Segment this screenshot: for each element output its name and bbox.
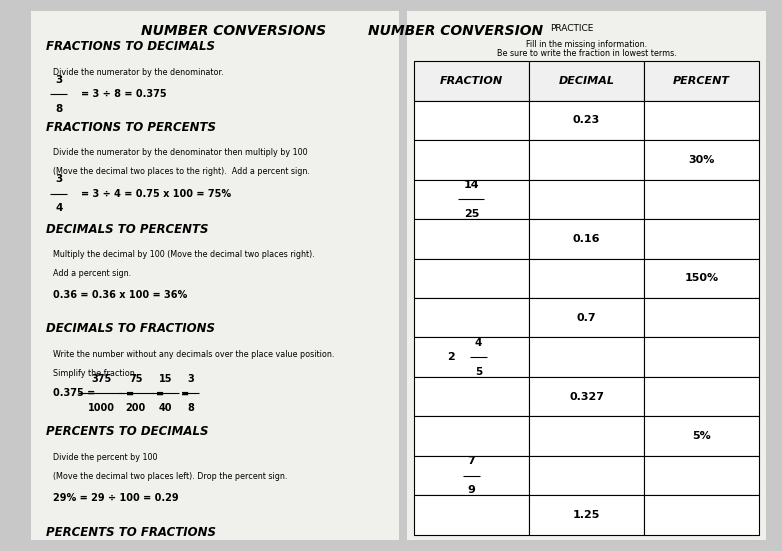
Text: (Move the decimal two places left). Drop the percent sign.: (Move the decimal two places left). Drop… [53, 472, 288, 480]
Text: Multiply the decimal by 100 (Move the decimal two places right).: Multiply the decimal by 100 (Move the de… [53, 250, 315, 259]
Text: = 3 ÷ 4 = 0.75 x 100 = 75%: = 3 ÷ 4 = 0.75 x 100 = 75% [81, 188, 231, 198]
Bar [529, 495, 644, 534]
Bar [644, 180, 759, 219]
Text: FRACTION: FRACTION [439, 76, 503, 86]
Text: Be sure to write the fraction in lowest terms.: Be sure to write the fraction in lowest … [497, 49, 676, 58]
Text: 4: 4 [56, 203, 63, 213]
Text: 200: 200 [126, 403, 145, 413]
Bar [644, 140, 759, 180]
Text: 8: 8 [56, 104, 63, 114]
Text: 14: 14 [464, 180, 479, 190]
Text: 30%: 30% [688, 155, 715, 165]
Bar [644, 495, 759, 534]
Text: 0.7: 0.7 [576, 313, 597, 323]
Text: DECIMALS TO PERCENTS: DECIMALS TO PERCENTS [46, 223, 209, 236]
Text: 40: 40 [159, 403, 172, 413]
Text: Divide the percent by 100: Divide the percent by 100 [53, 453, 158, 462]
Text: 15: 15 [159, 374, 172, 384]
Text: 5: 5 [475, 366, 482, 377]
Bar [414, 495, 529, 534]
Bar [529, 298, 644, 337]
Text: 8: 8 [187, 403, 194, 413]
Bar [529, 219, 644, 258]
Text: 0.16: 0.16 [572, 234, 601, 244]
Bar [644, 258, 759, 298]
Text: 3: 3 [187, 374, 194, 384]
Text: FRACTIONS TO PERCENTS: FRACTIONS TO PERCENTS [46, 121, 216, 133]
Text: =: = [156, 388, 164, 398]
Text: Simplify the fraction.: Simplify the fraction. [53, 369, 138, 377]
Text: Add a percent sign.: Add a percent sign. [53, 269, 131, 278]
Bar [529, 456, 644, 495]
Text: Fill in the missing information.: Fill in the missing information. [526, 40, 647, 48]
Text: 9: 9 [468, 485, 475, 495]
Text: 75: 75 [129, 374, 142, 384]
Bar [414, 140, 529, 180]
Text: DECIMALS TO FRACTIONS: DECIMALS TO FRACTIONS [46, 322, 215, 335]
Bar [414, 298, 529, 337]
Text: = 3 ÷ 8 = 0.375: = 3 ÷ 8 = 0.375 [81, 89, 167, 99]
Text: 25: 25 [464, 209, 479, 219]
Bar [414, 258, 529, 298]
Bar [529, 417, 644, 456]
Text: FRACTIONS TO DECIMALS: FRACTIONS TO DECIMALS [46, 40, 215, 53]
Bar [644, 298, 759, 337]
Text: NUMBER CONVERSION: NUMBER CONVERSION [368, 24, 543, 38]
Text: 2: 2 [447, 352, 455, 362]
Text: Divide the numerator by the denominator.: Divide the numerator by the denominator. [53, 68, 224, 77]
Text: 0.327: 0.327 [569, 392, 604, 402]
Bar [529, 180, 644, 219]
Bar [644, 101, 759, 140]
Bar [644, 377, 759, 417]
Bar [529, 101, 644, 140]
Bar [644, 61, 759, 101]
Bar [529, 258, 644, 298]
Text: Write the number without any decimals over the place value position.: Write the number without any decimals ov… [53, 349, 335, 359]
Bar [414, 219, 529, 258]
Bar [529, 140, 644, 180]
Text: 29% = 29 ÷ 100 = 0.29: 29% = 29 ÷ 100 = 0.29 [53, 493, 179, 503]
Bar [644, 417, 759, 456]
Text: DECIMAL: DECIMAL [558, 76, 615, 86]
Text: PERCENTS TO DECIMALS: PERCENTS TO DECIMALS [46, 425, 209, 438]
Text: 0.36 = 0.36 x 100 = 36%: 0.36 = 0.36 x 100 = 36% [53, 290, 188, 300]
Text: 4: 4 [475, 338, 482, 348]
Bar [644, 456, 759, 495]
Text: PERCENTS TO FRACTIONS: PERCENTS TO FRACTIONS [46, 526, 216, 539]
Text: 5%: 5% [692, 431, 711, 441]
Bar [414, 101, 529, 140]
Text: 1.25: 1.25 [572, 510, 601, 520]
Bar [414, 456, 529, 495]
Text: 0.375 =: 0.375 = [53, 388, 99, 398]
Text: 7: 7 [468, 456, 475, 466]
Text: PERCENT: PERCENT [673, 76, 730, 86]
Text: NUMBER CONVERSIONS: NUMBER CONVERSIONS [141, 24, 326, 38]
Bar [414, 337, 529, 377]
Text: 375: 375 [91, 374, 111, 384]
Text: 3: 3 [56, 174, 63, 184]
Bar [414, 377, 529, 417]
Text: Divide the numerator by the denominator then multiply by 100: Divide the numerator by the denominator … [53, 148, 308, 157]
Text: 150%: 150% [684, 273, 719, 283]
Bar [414, 61, 529, 101]
Text: (Move the decimal two places to the right).  Add a percent sign.: (Move the decimal two places to the righ… [53, 167, 310, 176]
Text: =: = [127, 388, 135, 398]
Bar [644, 219, 759, 258]
Bar [529, 337, 644, 377]
Bar [414, 417, 529, 456]
Bar [529, 61, 644, 101]
Bar [529, 377, 644, 417]
Text: 0.23: 0.23 [573, 116, 600, 126]
Bar [644, 337, 759, 377]
Text: 3: 3 [56, 74, 63, 84]
Bar [414, 180, 529, 219]
Text: PRACTICE: PRACTICE [551, 24, 594, 33]
Text: =: = [181, 388, 189, 398]
Text: 1000: 1000 [88, 403, 115, 413]
